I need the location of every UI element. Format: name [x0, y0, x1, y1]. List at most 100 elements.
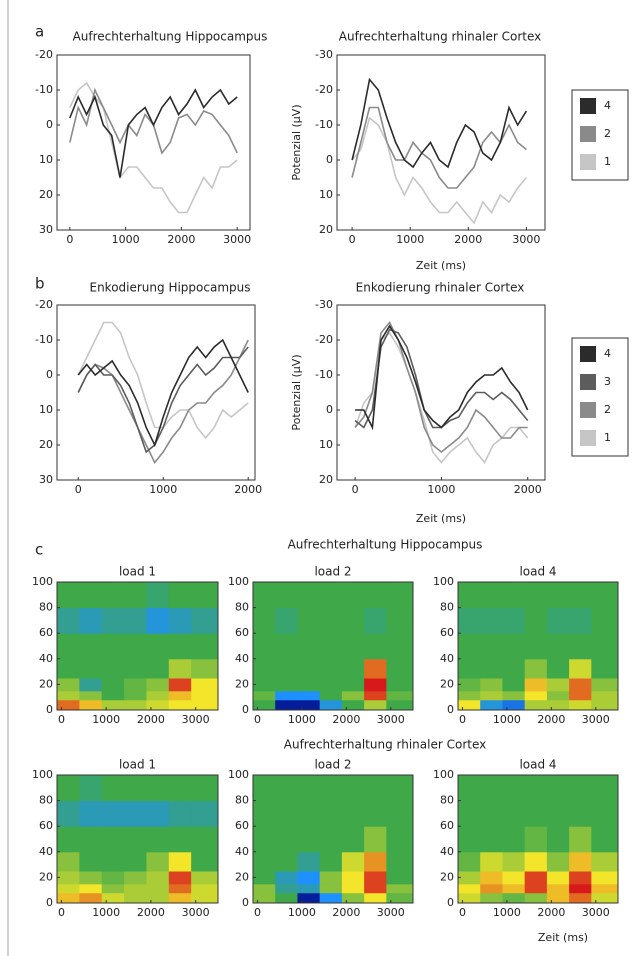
y-tick-label: -10: [35, 83, 53, 96]
y-tick-label: 10: [39, 403, 53, 416]
heat-cell: [297, 800, 321, 827]
heat-cell: [297, 826, 321, 853]
heat-cell: [546, 883, 570, 894]
plot-frame: [457, 774, 619, 904]
heat-cell: [591, 775, 619, 802]
heat-cell: [124, 892, 147, 904]
heat-cell: [341, 775, 365, 802]
heat-cell: [297, 775, 321, 802]
plot-frame: [252, 774, 414, 904]
heat-cell: [458, 607, 481, 634]
heat-cell: [364, 800, 387, 827]
x-tick-label: 0: [66, 233, 73, 246]
heat-cell: [57, 871, 80, 885]
heat-cell: [57, 582, 80, 609]
y-tick-label: 20: [440, 677, 454, 690]
heat-cell: [569, 607, 592, 634]
heat-cell: [524, 658, 548, 679]
heat-cell: [79, 658, 103, 679]
heat-cell: [502, 690, 526, 701]
heat-cell: [124, 775, 147, 802]
heat-cell: [524, 582, 548, 609]
heat-cell: [101, 582, 125, 609]
x-axis-label: Zeit (ms): [416, 512, 466, 525]
heat-cell: [591, 699, 619, 711]
heat-cell: [458, 658, 481, 679]
heat-cell: [168, 633, 192, 660]
y-tick-label: 20: [39, 438, 53, 451]
heat-cell: [124, 871, 147, 885]
heat-cell: [191, 851, 219, 872]
heat-cell: [524, 690, 548, 701]
heat-cell: [524, 800, 548, 827]
heat-cell: [569, 658, 592, 679]
heat-cell: [101, 892, 125, 904]
chart-title: Aufrechterhaltung Hippocampus: [73, 30, 268, 44]
heat-cell: [458, 871, 481, 885]
heat-cell: [364, 607, 387, 634]
heat-cell: [79, 892, 103, 904]
heat-cell: [275, 871, 298, 885]
heat-cell: [191, 633, 219, 660]
y-tick-label: 80: [440, 794, 454, 807]
x-tick-label: 3000: [377, 906, 405, 919]
heat-cell: [458, 699, 481, 711]
heat-cell: [124, 582, 147, 609]
heat-cell: [524, 607, 548, 634]
heat-cell: [57, 775, 80, 802]
heat-cell: [146, 892, 170, 904]
panel-label: a: [35, 23, 44, 41]
heat-cell: [79, 851, 103, 872]
heat-cell: [341, 851, 365, 872]
y-tick-label: -20: [35, 298, 53, 311]
y-tick-label: 20: [235, 677, 249, 690]
heat-cell: [480, 800, 503, 827]
heat-cell: [57, 633, 80, 660]
y-axis-label: Potenzial (µV): [290, 104, 303, 180]
line-series: [77, 339, 249, 464]
heat-cell: [297, 633, 321, 660]
heat-cell: [386, 826, 414, 853]
legend-swatch: [580, 374, 596, 390]
heat-cell: [253, 800, 276, 827]
heat-cell: [502, 892, 526, 904]
heat-cell: [297, 582, 321, 609]
y-tick-label: 0: [447, 703, 454, 716]
heat-cell: [79, 883, 103, 894]
y-tick-label: 40: [440, 845, 454, 858]
heat-cell: [57, 607, 80, 634]
x-tick-label: 1000: [493, 713, 521, 726]
x-tick-label: 2000: [537, 906, 565, 919]
heat-cell: [364, 582, 387, 609]
heat-cell: [546, 826, 570, 853]
plot-frame: [457, 581, 619, 711]
y-tick-label: 60: [440, 626, 454, 639]
heat-cell: [191, 582, 219, 609]
heat-cell: [124, 633, 147, 660]
chart-title: Enkodierung Hippocampus: [89, 281, 250, 295]
heat-cell: [524, 883, 548, 894]
heat-cell: [364, 871, 387, 885]
heat-cell: [591, 633, 619, 660]
x-tick-label: 2000: [137, 713, 165, 726]
chart-title: load 2: [314, 758, 351, 772]
heat-cell: [524, 633, 548, 660]
y-tick-label: -10: [315, 118, 333, 131]
y-axis-label: Potenzial (µV): [290, 354, 303, 430]
heat-cell: [480, 633, 503, 660]
heat-cell: [297, 699, 321, 711]
heat-cell: [168, 690, 192, 701]
heat-cell: [364, 690, 387, 701]
heat-cell: [253, 883, 276, 894]
heat-cell: [124, 699, 147, 711]
heat-cell: [591, 607, 619, 634]
line-series: [351, 77, 528, 169]
x-tick-label: 2000: [167, 233, 195, 246]
heat-cell: [191, 800, 219, 827]
heat-cell: [275, 883, 298, 894]
heat-cell: [502, 699, 526, 711]
heat-cell: [101, 851, 125, 872]
y-tick-label: 20: [319, 223, 333, 236]
heat-cell: [253, 851, 276, 872]
heat-cell: [57, 800, 80, 827]
